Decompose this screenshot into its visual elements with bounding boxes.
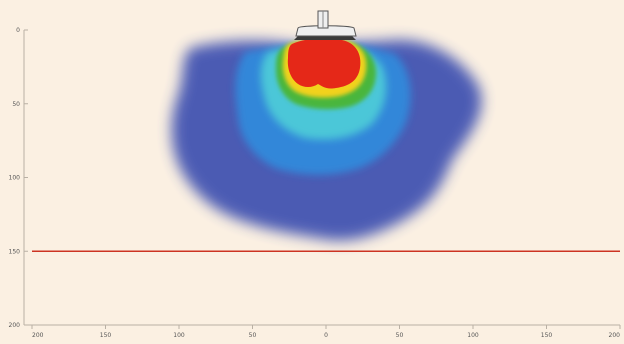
y-axis-ticks: 0 50 100 150 200: [9, 27, 28, 329]
x-tick-label: 0: [324, 332, 328, 339]
spread-plume: [171, 38, 482, 241]
x-tick-label: 50: [249, 332, 257, 339]
plume-core-zone: [287, 38, 361, 89]
x-tick-label: 200: [609, 332, 621, 339]
x-tick-label: 150: [100, 332, 112, 339]
x-tick-label: 100: [173, 332, 185, 339]
emitter-icon: [294, 10, 357, 40]
y-tick-label: 200: [9, 322, 21, 329]
y-tick-label: 150: [9, 248, 21, 255]
x-tick-label: 50: [396, 332, 404, 339]
y-tick-label: 50: [12, 101, 20, 108]
x-axis-ticks: 200 150 100 50 0 50 100 150 200: [31, 325, 621, 339]
x-tick-label: 200: [32, 332, 44, 339]
x-tick-label: 150: [541, 332, 553, 339]
x-tick-label: 100: [467, 332, 479, 339]
y-tick-label: 0: [16, 27, 20, 34]
y-tick-label: 100: [9, 175, 21, 182]
